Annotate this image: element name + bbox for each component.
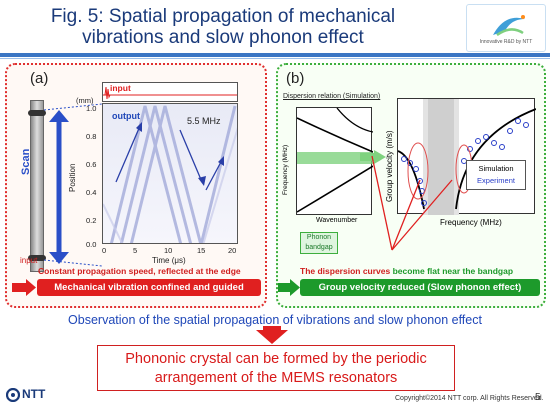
title-divider: [0, 53, 550, 57]
legend-experiment: Experiment: [477, 176, 515, 185]
dispersion-title: Dispersion relation (Simulation): [283, 93, 381, 100]
input-signal-svg: [103, 86, 237, 100]
panel-a-label: (a): [30, 70, 49, 87]
guide-lines: [44, 103, 103, 267]
x-axis-label: Time (μs): [152, 256, 186, 265]
title-line-1: Fig. 5: Spatial propagation of mechanica…: [50, 6, 396, 27]
dispersion-x-label: Wavenumber: [316, 217, 358, 224]
dispersion-plot: [296, 107, 374, 215]
slide-title: Fig. 5: Spatial propagation of mechanica…: [8, 6, 438, 48]
freq-label: 5.5 MHz: [187, 116, 221, 126]
input-label: input: [110, 83, 131, 93]
x-tick-4: 15: [197, 246, 206, 255]
down-arrow-icon: [256, 330, 288, 344]
ntt-wordmark: NTT: [22, 387, 46, 401]
ntt-logo-icon: [6, 388, 20, 402]
x-tick-2: 5: [133, 246, 138, 255]
title-divider-thin: [0, 58, 550, 59]
y-tick-1: 1.0: [86, 104, 97, 113]
panel-b-label: (b): [286, 70, 305, 87]
dispersion-y-label: Frequency (MHz): [282, 144, 289, 195]
panel-a-caption: Constant propagation speed, reflected at…: [38, 266, 241, 276]
resonator-bottom-cap: [28, 255, 46, 261]
y-tick-6: 0.0: [86, 240, 97, 249]
logo-caption: Innovative R&D by NTT: [479, 39, 533, 45]
caption-red-part: The dispersion curves: [300, 266, 393, 276]
observation-text: Observation of the spatial propagation o…: [68, 313, 482, 327]
bandgap-arrow-icon: [360, 150, 386, 164]
y-tick-3: 0.6: [86, 160, 97, 169]
gv-legend: Simulation Experiment: [466, 160, 526, 190]
swirl-logo-icon: [493, 15, 525, 37]
summary-line-2: arrangement of the MEMS resonators: [154, 370, 398, 386]
down-arrow-stem: [263, 326, 281, 332]
phonon-bandgap-label: Phonon bandgap: [300, 232, 338, 254]
dispersion-svg: [296, 107, 374, 213]
output-label: output: [112, 111, 140, 121]
input-side-label: input: [20, 256, 38, 265]
page-number: 5: [535, 392, 541, 403]
gv-x-label: Frequency (MHz): [440, 218, 502, 227]
panel-b-caption: The dispersion curves become flat near t…: [300, 266, 513, 276]
group-velocity-svg: [397, 99, 537, 215]
scan-label: Scan: [20, 148, 32, 175]
panel-b-result-bar: Group velocity reduced (Slow phonon effe…: [300, 279, 540, 296]
x-tick-1: 0: [102, 246, 107, 255]
summary-box: Phononic crystal can be formed by the pe…: [97, 345, 455, 391]
y-axis-label: Position: [68, 163, 77, 192]
green-arrow-icon: [278, 279, 300, 296]
legend-simulation: Simulation: [478, 164, 514, 173]
resonator-top-cap: [28, 110, 46, 116]
group-velocity-plot: [397, 98, 537, 215]
title-line-2: vibrations and slow phonon effect: [82, 27, 364, 48]
resonator-array-image: [30, 100, 44, 272]
y-tick-2: 0.8: [86, 132, 97, 141]
scan-arrow-icon: [49, 110, 69, 264]
summary-line-1: Phononic crystal can be formed by the pe…: [125, 351, 427, 367]
x-tick-5: 20: [228, 246, 237, 255]
pointer-arrows: [371, 155, 453, 251]
copyright: Copyright©2014 NTT corp. All Rights Rese…: [395, 395, 544, 402]
caption-green-part: become flat near the bandgap: [392, 266, 514, 276]
x-tick-3: 10: [164, 246, 173, 255]
propagation-arrows: [115, 122, 224, 191]
red-arrow-icon: [12, 279, 36, 296]
panel-a-result-bar: Mechanical vibration confined and guided: [37, 279, 261, 296]
input-unit: (mm): [76, 96, 94, 105]
ntt-rd-logo: [466, 4, 546, 52]
y-tick-4: 0.4: [86, 188, 97, 197]
input-signal-plot: [102, 82, 238, 102]
y-tick-5: 0.2: [86, 216, 97, 225]
